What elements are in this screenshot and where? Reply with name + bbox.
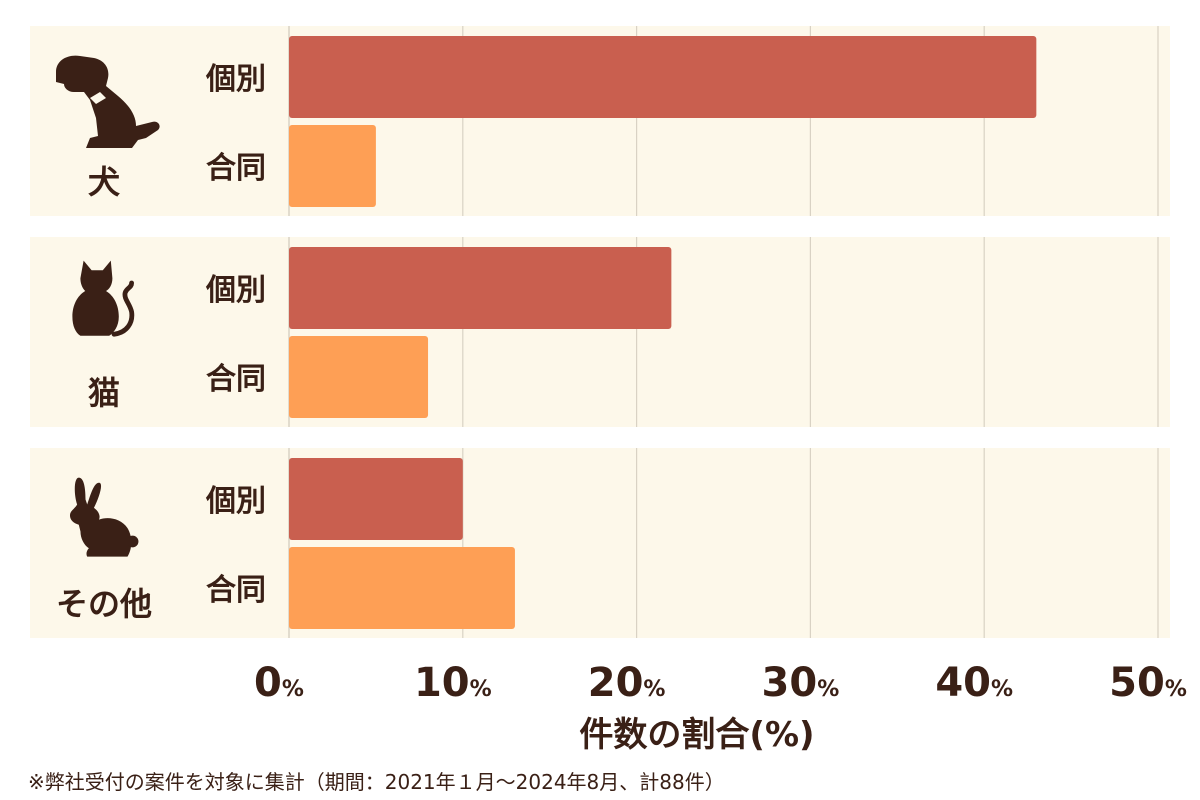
x-tick-value: 20 <box>588 660 644 706</box>
group-label: 猫 <box>88 374 120 412</box>
series-label: 合同 <box>206 362 266 397</box>
series-label: 個別 <box>205 484 266 519</box>
x-tick-label: 20% <box>588 660 666 706</box>
x-tick-label: 10% <box>414 660 492 706</box>
x-tick-label: 0% <box>254 660 304 706</box>
x-tick-value: 0 <box>254 660 282 706</box>
bar <box>289 458 463 540</box>
x-tick-unit: % <box>991 677 1013 702</box>
x-tick-value: 40 <box>935 660 991 706</box>
x-tick-value: 10 <box>414 660 470 706</box>
series-label: 個別 <box>205 62 266 97</box>
group-panel <box>30 448 1170 638</box>
series-label: 合同 <box>206 151 266 186</box>
x-tick-unit: % <box>643 677 665 702</box>
x-tick-unit: % <box>470 677 492 702</box>
bar <box>289 336 429 418</box>
group-label: 犬 <box>88 163 120 201</box>
bar <box>289 547 515 629</box>
series-label: 合同 <box>206 573 266 608</box>
x-axis-label: 件数の割合(%) <box>579 715 814 755</box>
x-tick-unit: % <box>282 677 304 702</box>
bar <box>289 36 1037 118</box>
x-tick-value: 50 <box>1109 660 1165 706</box>
x-tick-value: 30 <box>762 660 818 706</box>
x-tick-unit: % <box>1165 677 1187 702</box>
bar <box>289 125 376 207</box>
x-tick-label: 50% <box>1109 660 1187 706</box>
x-tick-label: 40% <box>935 660 1013 706</box>
footnote: ※弊社受付の案件を対象に集計（期間：2021年１月～2024年8月、計88件） <box>28 770 725 794</box>
x-tick-unit: % <box>817 677 839 702</box>
group-label: その他 <box>56 585 152 623</box>
series-label: 個別 <box>205 273 266 308</box>
x-tick-label: 30% <box>762 660 840 706</box>
bar <box>289 247 672 329</box>
